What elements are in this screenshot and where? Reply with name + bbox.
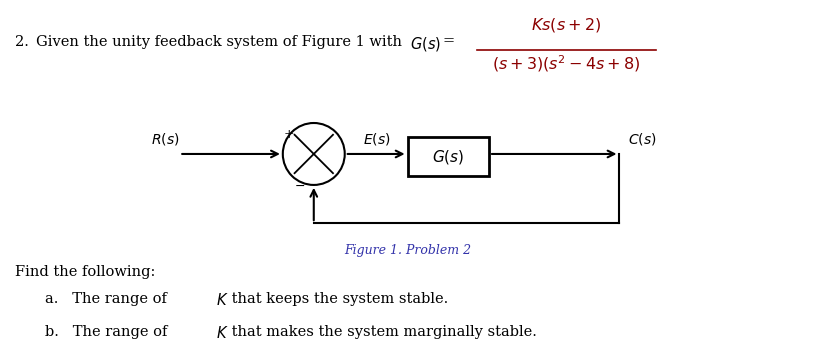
Bar <box>408 137 489 176</box>
Text: =: = <box>443 35 455 48</box>
Text: +: + <box>284 128 295 141</box>
Text: Figure 1. Problem 2: Figure 1. Problem 2 <box>344 244 471 257</box>
Text: $\mathit{G(s)}$: $\mathit{G(s)}$ <box>432 147 465 166</box>
Text: $(\mathit{s}+3)(\mathit{s}^2-4\mathit{s}+8)$: $(\mathit{s}+3)(\mathit{s}^2-4\mathit{s}… <box>492 54 641 74</box>
Text: Find the following:: Find the following: <box>15 265 155 279</box>
Text: $\mathit{C(s)}$: $\mathit{C(s)}$ <box>628 131 656 147</box>
Text: a.   The range of: a. The range of <box>45 292 171 306</box>
Text: that makes the system marginally stable.: that makes the system marginally stable. <box>227 325 536 339</box>
Text: that keeps the system stable.: that keeps the system stable. <box>227 292 447 306</box>
Text: $-$: $-$ <box>294 179 306 192</box>
Text: b.   The range of: b. The range of <box>45 325 172 339</box>
Text: 2.: 2. <box>15 35 29 48</box>
Text: $\mathit{Ks}(\mathit{s}+2)$: $\mathit{Ks}(\mathit{s}+2)$ <box>531 16 601 34</box>
Text: $\mathit{E(s)}$: $\mathit{E(s)}$ <box>363 131 390 147</box>
Text: $\mathit{K}$: $\mathit{K}$ <box>216 292 228 308</box>
Text: Given the unity feedback system of Figure 1 with: Given the unity feedback system of Figur… <box>36 35 407 48</box>
Text: $\mathit{G(s)}$: $\mathit{G(s)}$ <box>410 35 441 53</box>
Text: $\mathit{R(s)}$: $\mathit{R(s)}$ <box>151 131 179 147</box>
Text: $\mathit{K}$: $\mathit{K}$ <box>216 325 228 341</box>
